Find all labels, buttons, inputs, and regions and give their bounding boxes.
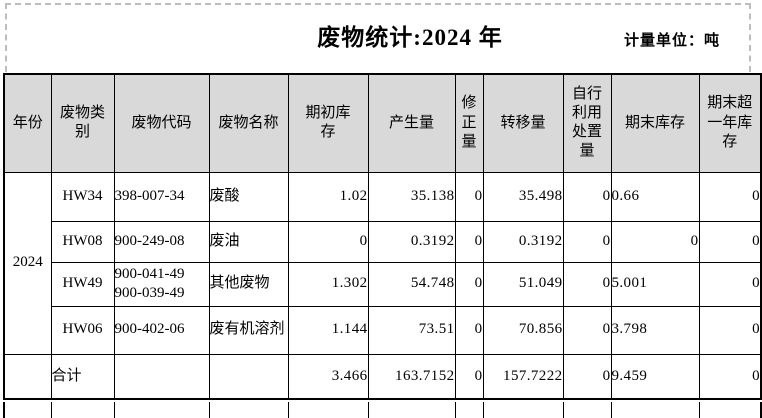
name-cell[interactable]: 废有机溶剂 — [208, 305, 289, 355]
over-year-cell[interactable]: 0 — [698, 220, 762, 263]
closing-cell[interactable]: 5.001 — [610, 261, 700, 307]
over-year-cell[interactable]: 0 — [698, 305, 762, 355]
total-correction-cell[interactable]: 0 — [454, 353, 484, 400]
empty-cell[interactable] — [482, 402, 564, 418]
total-label-cell[interactable]: 合计 — [50, 353, 115, 400]
total-self-disposal-cell[interactable]: 0 — [562, 353, 612, 400]
over-year-cell[interactable]: 0 — [698, 171, 762, 222]
generated-cell[interactable]: 0.3192 — [367, 220, 456, 263]
transfer-cell[interactable]: 35.498 — [482, 171, 564, 222]
opening-cell[interactable]: 1.02 — [287, 171, 369, 222]
header-self-disposal[interactable]: 自行利用处置量 — [562, 73, 612, 173]
header-opening[interactable]: 期初库存 — [287, 73, 369, 173]
code-cell[interactable]: 900-402-06 — [113, 305, 210, 355]
empty-cell[interactable] — [610, 402, 700, 418]
self-disposal-cell[interactable]: 0 — [562, 305, 612, 355]
self-disposal-cell[interactable]: 0 — [562, 171, 612, 222]
total-row: 合计 3.466 163.7152 0 157.7222 0 9.459 0 — [3, 353, 762, 400]
header-category[interactable]: 废物类别 — [50, 73, 115, 173]
empty-cell[interactable] — [113, 402, 210, 418]
partial-row — [3, 402, 762, 418]
waste-statistics-table: 年份 废物类别 废物代码 废物名称 期初库存 产生量 修正量 转移量 自行利用处… — [3, 73, 762, 400]
total-opening-cell[interactable]: 3.466 — [287, 353, 369, 400]
table-row: HW49 900-041-49 900-039-49 其他废物 1.302 54… — [4, 261, 762, 307]
header-correction[interactable]: 修正量 — [454, 73, 484, 173]
total-closing-cell[interactable]: 9.459 — [610, 353, 700, 400]
empty-cell[interactable] — [698, 402, 762, 418]
self-disposal-cell[interactable]: 0 — [562, 261, 612, 307]
category-cell[interactable]: HW34 — [50, 171, 115, 222]
opening-cell[interactable]: 1.144 — [287, 305, 369, 355]
generated-cell[interactable]: 54.748 — [367, 261, 456, 307]
header-name[interactable]: 废物名称 — [208, 73, 289, 173]
table-row: HW06 900-402-06 废有机溶剂 1.144 73.51 0 70.8… — [4, 305, 762, 355]
header-over-year[interactable]: 期末超一年库存 — [698, 73, 762, 173]
correction-cell[interactable]: 0 — [454, 261, 484, 307]
code-cell[interactable]: 900-041-49 900-039-49 — [113, 261, 210, 307]
category-cell[interactable]: HW08 — [50, 220, 115, 263]
name-empty-cell[interactable] — [208, 353, 289, 400]
correction-cell[interactable]: 0 — [454, 220, 484, 263]
table-row: 2024 HW34 398-007-34 废酸 1.02 35.138 0 35… — [3, 171, 762, 355]
empty-cell[interactable] — [562, 402, 612, 418]
empty-cell[interactable] — [208, 402, 289, 418]
transfer-cell[interactable]: 0.3192 — [482, 220, 564, 263]
generated-cell[interactable]: 73.51 — [367, 305, 456, 355]
correction-cell[interactable]: 0 — [454, 171, 484, 222]
category-cell[interactable]: HW06 — [50, 305, 115, 355]
empty-cell[interactable] — [454, 402, 484, 418]
opening-cell[interactable]: 0 — [287, 220, 369, 263]
year-empty-cell[interactable] — [3, 353, 52, 400]
next-row-partial — [3, 402, 762, 418]
correction-cell[interactable]: 0 — [454, 305, 484, 355]
unit-label: 计量单位：吨 — [624, 33, 721, 49]
generated-cell[interactable]: 35.138 — [367, 171, 456, 222]
table-row: HW08 900-249-08 废油 0 0.3192 0 0.3192 0 0… — [4, 220, 762, 263]
name-cell[interactable]: 废油 — [208, 220, 289, 263]
over-year-cell[interactable]: 0 — [698, 261, 762, 307]
closing-cell[interactable]: 0 — [610, 220, 700, 263]
header-row: 年份 废物类别 废物代码 废物名称 期初库存 产生量 修正量 转移量 自行利用处… — [3, 73, 762, 173]
header-code[interactable]: 废物代码 — [113, 73, 210, 173]
transfer-cell[interactable]: 70.856 — [482, 305, 564, 355]
empty-cell[interactable] — [287, 402, 369, 418]
transfer-cell[interactable]: 51.049 — [482, 261, 564, 307]
code-cell[interactable]: 398-007-34 — [113, 171, 210, 222]
code-cell[interactable]: 900-249-08 — [113, 220, 210, 263]
name-cell[interactable]: 其他废物 — [208, 261, 289, 307]
category-cell[interactable]: HW49 — [50, 261, 115, 307]
empty-cell[interactable] — [3, 402, 52, 418]
total-generated-cell[interactable]: 163.7152 — [367, 353, 456, 400]
self-disposal-cell[interactable]: 0 — [562, 220, 612, 263]
print-area-dashed-boundary — [5, 3, 751, 72]
opening-cell[interactable]: 1.302 — [287, 261, 369, 307]
code-empty-cell[interactable] — [113, 353, 210, 400]
header-year[interactable]: 年份 — [3, 73, 52, 173]
total-over-year-cell[interactable]: 0 — [698, 353, 762, 400]
header-generated[interactable]: 产生量 — [367, 73, 456, 173]
name-cell[interactable]: 废酸 — [208, 171, 289, 222]
total-transfer-cell[interactable]: 157.7222 — [482, 353, 564, 400]
header-closing[interactable]: 期末库存 — [610, 73, 700, 173]
year-cell[interactable]: 2024 — [3, 171, 52, 355]
empty-cell[interactable] — [367, 402, 456, 418]
closing-cell[interactable]: 0.66 — [610, 171, 700, 222]
empty-cell[interactable] — [50, 402, 115, 418]
closing-cell[interactable]: 3.798 — [610, 305, 700, 355]
header-transfer[interactable]: 转移量 — [482, 73, 564, 173]
page-title: 废物统计:2024 年 — [317, 25, 503, 50]
